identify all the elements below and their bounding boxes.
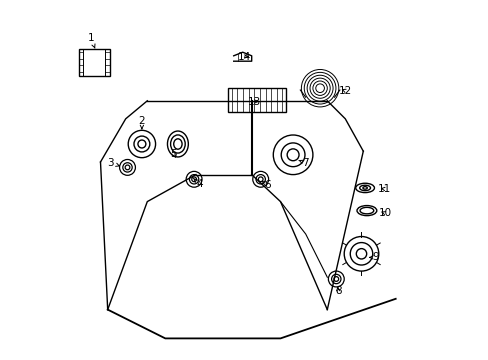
Text: 2: 2 [138, 116, 145, 129]
Text: 14: 14 [237, 51, 251, 62]
Text: 5: 5 [169, 149, 176, 159]
Text: 4: 4 [193, 178, 203, 189]
Text: 1: 1 [87, 33, 95, 48]
Text: 6: 6 [261, 180, 271, 190]
Text: 11: 11 [378, 184, 391, 194]
Text: 3: 3 [107, 158, 119, 168]
Text: 9: 9 [369, 252, 378, 262]
Text: 10: 10 [378, 208, 391, 218]
Text: 8: 8 [334, 286, 341, 296]
Text: 7: 7 [298, 158, 307, 168]
Text: 13: 13 [247, 96, 261, 107]
Text: 12: 12 [338, 86, 351, 96]
